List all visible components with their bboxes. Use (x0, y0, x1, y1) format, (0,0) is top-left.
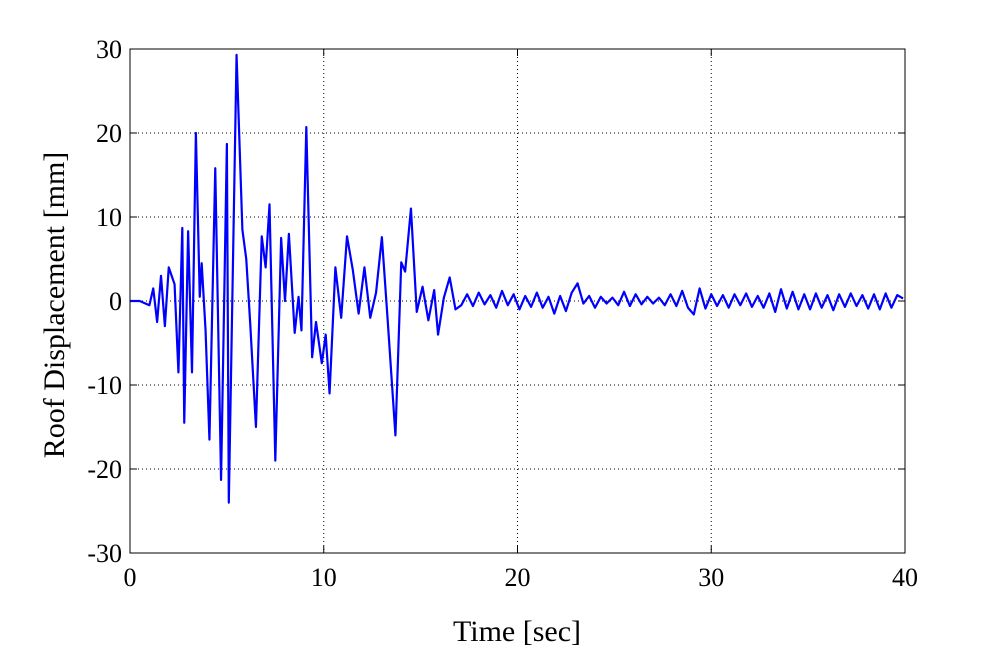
data-line (130, 53, 904, 504)
x-tick-label: 40 (892, 563, 918, 592)
y-tick-label: 30 (96, 35, 122, 64)
x-tick-label: 20 (505, 563, 531, 592)
y-tick-label: 0 (109, 287, 122, 316)
y-tick-label: -30 (87, 539, 122, 568)
x-tick-label: 0 (124, 563, 137, 592)
y-tick-label: -20 (87, 455, 122, 484)
y-tick-label: -10 (87, 371, 122, 400)
y-tick-label: 10 (96, 203, 122, 232)
x-tick-label: 30 (698, 563, 724, 592)
y-axis-label: Roof Displacement [mm] (38, 152, 71, 459)
plot-frame (129, 48, 906, 554)
x-axis-label: Time [sec] (453, 615, 581, 648)
x-tick-label: 10 (311, 563, 337, 592)
y-tick-label: 20 (96, 119, 122, 148)
